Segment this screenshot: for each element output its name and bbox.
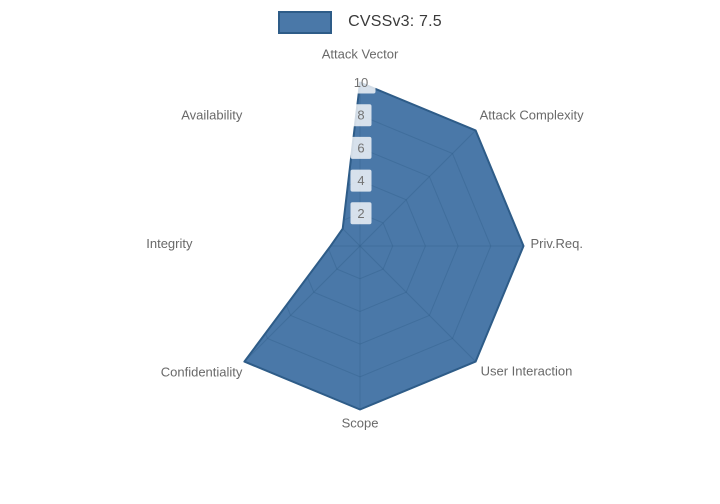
- legend-label: CVSSv3: 7.5: [348, 13, 442, 30]
- tick-box: [350, 169, 372, 192]
- tick-label: 4: [357, 173, 364, 188]
- grid-spoke: [359, 245, 476, 362]
- category-label: Scope: [342, 416, 379, 431]
- tick-label: 10: [354, 75, 368, 90]
- category-label: Attack Complexity: [480, 107, 585, 122]
- grid-spoke: [359, 130, 476, 247]
- category-labels: Attack Vector Attack Complexity Priv.Req. U…: [146, 47, 584, 431]
- tick-box: [346, 71, 376, 94]
- tick-box: [350, 136, 372, 159]
- radar-series-outline: [243, 81, 525, 411]
- tick-label: 8: [357, 108, 364, 123]
- legend: CVSSv3: 7.5: [0, 8, 720, 36]
- tick-label: 6: [357, 140, 364, 155]
- tick-label: 2: [357, 206, 364, 221]
- grid-spoke: [244, 245, 361, 362]
- category-label: Availability: [181, 107, 243, 122]
- tick-box: [350, 104, 372, 127]
- legend-swatch: [278, 10, 333, 34]
- category-label: Priv.Req.: [531, 236, 584, 251]
- category-label: Attack Vector: [322, 47, 399, 62]
- tick-box: [350, 202, 372, 225]
- radial-tick-labels: 2 4 6 8 10: [346, 71, 376, 225]
- legend-item[interactable]: CVSSv3: 7.5: [278, 10, 442, 34]
- category-label: Integrity: [146, 236, 193, 251]
- category-label: Confidentiality: [161, 365, 243, 380]
- category-label: User Interaction: [481, 364, 573, 379]
- radar-series-fill: [244, 82, 524, 410]
